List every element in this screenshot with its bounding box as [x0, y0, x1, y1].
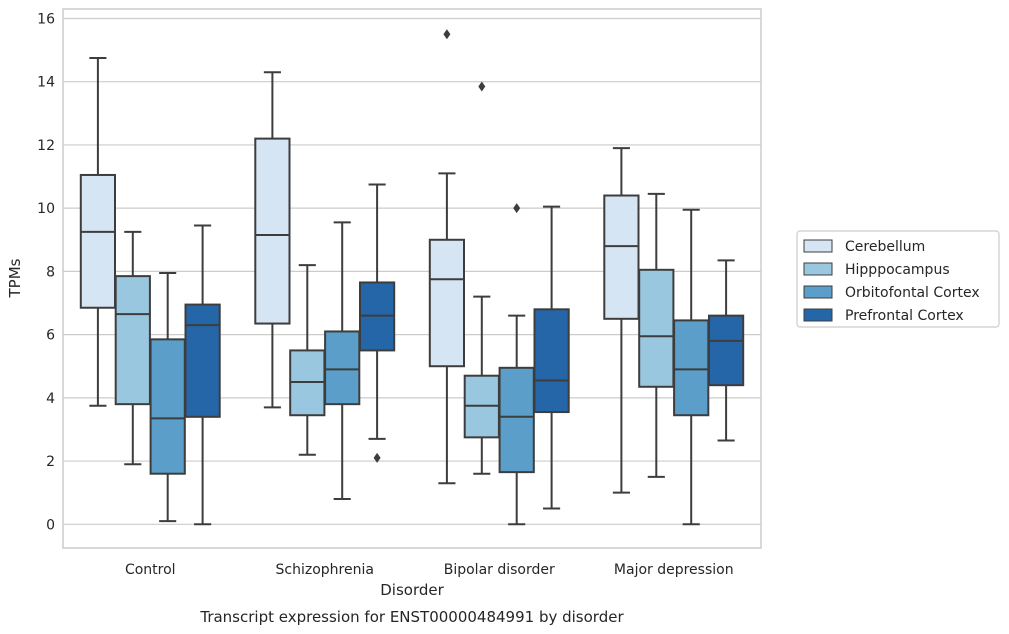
- legend-swatch: [803, 239, 833, 253]
- y-tick-labels: 0 2 4 6 8 10 12 14 16: [37, 11, 55, 533]
- outlier-point: [443, 29, 451, 40]
- box-hipppocampus-1: [289, 264, 326, 456]
- box-prefrontal-cortex-3: [707, 259, 745, 442]
- legend-label: Hipppocampus: [845, 262, 950, 278]
- y-tick-label: 0: [46, 517, 55, 533]
- y-tick-label: 2: [46, 454, 55, 470]
- box-hipppocampus-3: [638, 192, 675, 478]
- box-orbitofontal-cortex-1: [324, 221, 361, 500]
- box-body: [707, 314, 745, 387]
- legend-label: Cerebellum: [845, 239, 925, 255]
- y-axis-label: TPMs: [6, 258, 24, 298]
- x-tick-label: Control: [125, 562, 176, 578]
- box-prefrontal-cortex-0: [184, 224, 221, 526]
- legend-swatch: [803, 308, 833, 322]
- legend-frame: [796, 230, 1000, 328]
- box-body: [254, 137, 291, 325]
- outlier-point: [373, 452, 381, 463]
- box-body: [673, 319, 710, 417]
- box-cerebellum-1: [254, 71, 291, 409]
- box-orbitofontal-cortex-0: [149, 271, 186, 523]
- box-body: [603, 194, 640, 320]
- box-cerebellum-3: [603, 147, 640, 494]
- y-tick-label: 4: [46, 391, 55, 407]
- box-body: [533, 308, 570, 414]
- y-tick-label: 12: [37, 138, 55, 154]
- outlier-point: [478, 81, 486, 92]
- box-body: [79, 173, 117, 309]
- y-tick-label: 8: [46, 264, 55, 280]
- y-tick-label: 14: [37, 75, 55, 91]
- legend-swatch: [803, 285, 833, 299]
- box-orbitofontal-cortex-2: [498, 203, 535, 526]
- y-tick-label: 16: [37, 11, 55, 27]
- legend-label: Prefrontal Cortex: [845, 308, 964, 324]
- y-tick-label: 10: [37, 201, 55, 217]
- x-axis-label: Disorder: [380, 581, 444, 599]
- box-body: [428, 238, 466, 368]
- outlier-point: [513, 203, 521, 214]
- box-groups: [79, 29, 745, 526]
- box-body: [498, 366, 535, 474]
- x-tick-label: Major depression: [614, 562, 734, 578]
- x-tick-labels: Control Schizophrenia Bipolar disorder Majo…: [125, 562, 734, 578]
- legend-swatch: [803, 262, 833, 276]
- box-cerebellum-0: [79, 57, 117, 407]
- box-cerebellum-2: [428, 29, 466, 485]
- legend: Cerebellum Hipppocampus Orbitofontal Corte…: [796, 230, 1000, 328]
- box-orbitofontal-cortex-3: [673, 208, 710, 526]
- box-body: [149, 338, 186, 475]
- box-prefrontal-cortex-2: [533, 205, 570, 510]
- x-tick-label: Bipolar disorder: [444, 562, 555, 578]
- box-body: [184, 303, 221, 418]
- box-prefrontal-cortex-1: [358, 183, 396, 463]
- plot-frame: [62, 8, 762, 549]
- box-hipppocampus-0: [114, 230, 151, 466]
- box-hipppocampus-2: [463, 81, 500, 475]
- box-body: [324, 330, 361, 406]
- box-body: [638, 268, 675, 388]
- x-tick-label: Schizophrenia: [276, 562, 374, 578]
- box-body: [114, 275, 151, 406]
- y-tick-label: 6: [46, 328, 55, 344]
- legend-label: Orbitofontal Cortex: [845, 285, 980, 301]
- chart-caption: Transcript expression for ENST0000048499…: [199, 608, 624, 626]
